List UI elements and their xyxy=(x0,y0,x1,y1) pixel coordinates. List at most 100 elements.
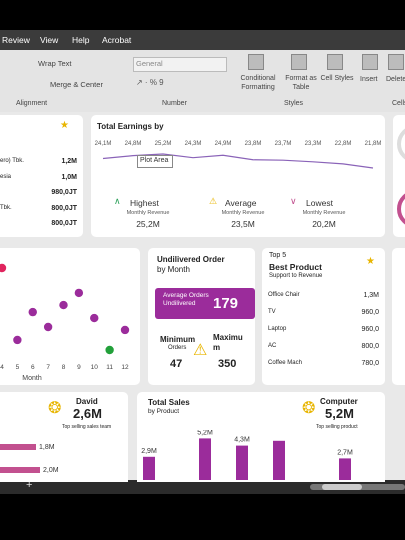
ribbon-group-label: Number xyxy=(162,100,187,107)
value-label: 23,8M xyxy=(245,141,262,147)
value-label: 25,2M xyxy=(155,141,172,147)
ribbon-icon[interactable] xyxy=(248,54,264,70)
person-name: David xyxy=(76,397,98,406)
card xyxy=(392,248,405,385)
average-box xyxy=(155,288,255,319)
ribbon-tab[interactable]: Review xyxy=(2,35,30,45)
ribbon-button[interactable]: Format as Table xyxy=(285,75,317,91)
product-value: 780,0 xyxy=(361,360,379,367)
card xyxy=(262,248,385,385)
ribbon-button[interactable]: Merge & Center xyxy=(50,80,103,89)
card-title: Total Sales xyxy=(148,398,190,407)
row-label: ero) Tbk. xyxy=(0,158,24,164)
warning-icon: ⚠ xyxy=(193,342,208,359)
bar xyxy=(0,467,40,473)
scroll-thumb[interactable] xyxy=(322,484,362,490)
value-label: 1,8M xyxy=(39,444,55,451)
bar xyxy=(199,438,211,480)
ribbon-icon[interactable] xyxy=(388,54,404,70)
stat-value: 20,2M xyxy=(312,219,336,229)
scatter-point xyxy=(105,345,114,355)
add-sheet[interactable]: + xyxy=(26,479,33,491)
stat-value: 25,2M xyxy=(136,219,160,229)
caption: Top selling sales team xyxy=(62,424,112,430)
card xyxy=(0,248,140,385)
product-name: Laptop xyxy=(268,326,287,332)
product-value: 800,0 xyxy=(361,343,379,350)
ribbon-button[interactable]: Insert xyxy=(360,76,378,83)
product-name: Office Chair xyxy=(268,292,300,298)
stat-sub: Monthly Revenue xyxy=(126,210,170,216)
value-label: 24,9M xyxy=(215,141,232,147)
bar xyxy=(0,444,36,450)
stat-icon: ∧ xyxy=(114,196,121,206)
product-name: TV xyxy=(268,309,276,315)
product-name: AC xyxy=(268,343,277,349)
ribbon-tab[interactable]: Acrobat xyxy=(102,35,132,45)
ribbon-group-label: Cells xyxy=(392,100,405,107)
ribbon-group-label: Styles xyxy=(284,100,304,107)
earnings-line xyxy=(102,153,374,169)
ribbon-tab[interactable]: Help xyxy=(72,35,90,45)
bar xyxy=(236,445,248,480)
stat-label: Lowest xyxy=(306,198,333,208)
stat-label: Highest xyxy=(130,198,159,208)
value-label: 23,3M xyxy=(305,141,322,147)
ribbon-icon[interactable] xyxy=(327,54,343,70)
average-value: 179 xyxy=(213,295,239,312)
scatter-point xyxy=(13,335,22,345)
sheet-bar xyxy=(0,480,405,494)
row-value: 1,0M xyxy=(61,173,77,181)
stat-sub: Monthly Revenue xyxy=(302,210,346,216)
card-rank: Top 5 xyxy=(269,252,287,259)
x-tick-label: 4 xyxy=(0,364,4,371)
stat-value: 23,5M xyxy=(231,219,255,229)
x-tick-label: 7 xyxy=(46,364,50,371)
ribbon-icon[interactable] xyxy=(362,54,378,70)
row-value: 980,0JT xyxy=(51,189,77,196)
product-value: 5,2M xyxy=(325,406,354,421)
award-icon: ❂ xyxy=(48,400,62,417)
ribbon-button[interactable]: Wrap Text xyxy=(38,59,72,68)
ribbon-tabs xyxy=(0,30,405,50)
earnings-line-chart: 24,1M 24,8M 25,2M 24,3M 24,9M 23,8M 23,7M 23,3M… xyxy=(95,141,382,169)
scatter-chart: 4 5 6 7 8 9 10 11 12 Month xyxy=(0,263,130,382)
x-tick-label: 6 xyxy=(31,364,35,371)
ribbon-button[interactable]: Delete xyxy=(386,76,405,83)
caption: Top selling product xyxy=(316,424,358,430)
value-label: 2,0M xyxy=(43,467,59,474)
row-label: Tbk. xyxy=(0,204,12,211)
x-axis-label: Month xyxy=(22,375,42,382)
value-label: 24,1M xyxy=(95,141,112,147)
card-title: Undilivered Order xyxy=(157,255,225,264)
scatter-point xyxy=(120,325,130,335)
scatter-point xyxy=(0,263,7,273)
ribbon-icon[interactable] xyxy=(291,54,307,70)
row-label: esia xyxy=(0,173,12,180)
person-value: 2,6M xyxy=(73,406,102,421)
star-icon: ★ xyxy=(366,256,375,267)
scatter-point xyxy=(59,300,68,310)
card-title: Best Product xyxy=(269,262,322,272)
value-label: 24,8M xyxy=(125,141,142,147)
number-format[interactable]: General xyxy=(136,59,163,68)
scatter-point xyxy=(74,288,84,298)
ribbon-button[interactable]: Conditional Formatting xyxy=(240,75,276,91)
tooltip-text: Plot Area xyxy=(140,157,169,164)
ribbon-button[interactable]: Cell Styles xyxy=(320,75,354,82)
product-value: 960,0 xyxy=(361,309,379,316)
value-label: 23,7M xyxy=(275,141,292,147)
average-label: Average Orders Undilivered xyxy=(163,292,209,307)
value-label: 2,7M xyxy=(337,449,353,456)
value-label: 21,8M xyxy=(365,141,382,147)
star-icon: ★ xyxy=(60,120,69,131)
number-format-box[interactable] xyxy=(133,57,227,72)
card xyxy=(91,115,385,237)
product-value: 960,0 xyxy=(361,326,379,333)
scatter-point xyxy=(90,313,99,323)
ribbon-tab[interactable]: View xyxy=(40,35,59,45)
value-label: 24,3M xyxy=(185,141,202,147)
value-label: 4,3M xyxy=(234,437,250,444)
card-subtitle: by Month xyxy=(157,265,190,274)
